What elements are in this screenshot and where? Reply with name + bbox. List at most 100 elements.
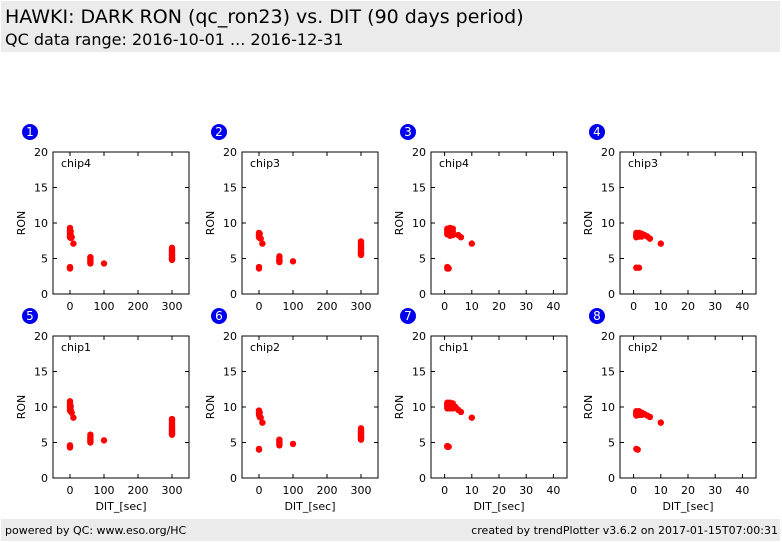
x-tick-label: 20 <box>681 484 695 497</box>
x-tick-label: 0 <box>67 484 74 497</box>
y-tick-label: 5 <box>419 437 426 450</box>
data-point <box>657 419 664 426</box>
data-point <box>259 419 266 426</box>
x-axis-label: DIT_[sec] <box>473 500 524 513</box>
plot-frame <box>52 151 190 295</box>
x-tick-label: 40 <box>735 300 749 313</box>
y-tick-label: 20 <box>34 330 48 343</box>
y-tick-label: 10 <box>34 401 48 414</box>
data-point <box>289 258 297 265</box>
x-tick-label: 0 <box>441 484 448 497</box>
data-point <box>100 437 108 444</box>
y-tick-label: 10 <box>412 217 426 230</box>
x-tick-label: 100 <box>283 300 304 313</box>
plot-frame <box>430 151 568 295</box>
y-tick-label: 20 <box>223 146 237 159</box>
data-point <box>276 258 283 266</box>
x-tick-label: 30 <box>708 300 722 313</box>
data-point <box>257 414 264 421</box>
data-point <box>68 409 75 416</box>
y-tick-label: 20 <box>601 146 615 159</box>
data-point <box>66 265 74 272</box>
chip-label: chip1 <box>439 341 469 354</box>
report-header: HAWKI: DARK RON (qc_ron23) vs. DIT (90 d… <box>1 1 780 52</box>
data-point <box>70 240 77 247</box>
footer-created-by: created by trendPlotter v3.6.2 on 2017-0… <box>471 524 778 537</box>
y-tick-label: 10 <box>223 401 237 414</box>
x-tick-label: 10 <box>654 300 668 313</box>
x-tick-label: 300 <box>162 300 183 313</box>
y-tick-label: 0 <box>41 472 48 485</box>
report-footer: powered by QC: www.eso.org/HC created by… <box>1 519 780 541</box>
x-tick-label: 0 <box>441 300 448 313</box>
x-tick-label: 30 <box>519 300 533 313</box>
chip-label: chip2 <box>628 341 658 354</box>
x-tick-label: 30 <box>708 484 722 497</box>
y-tick-label: 15 <box>223 366 237 379</box>
x-tick-label: 300 <box>351 484 372 497</box>
x-tick-label: 300 <box>351 300 372 313</box>
plot-frame <box>619 335 757 479</box>
data-point <box>168 256 176 264</box>
y-tick-label: 15 <box>412 366 426 379</box>
data-point <box>100 260 108 267</box>
data-point <box>357 251 365 259</box>
chart-badge <box>400 124 416 140</box>
chip-label: chip4 <box>439 157 469 170</box>
chart-badge-number: 1 <box>26 125 34 139</box>
chart-badge <box>400 308 416 324</box>
x-tick-label: 100 <box>94 484 115 497</box>
chart-badge <box>211 124 227 140</box>
chip-label: chip3 <box>250 157 280 170</box>
x-tick-label: 10 <box>465 484 479 497</box>
data-point <box>68 234 75 241</box>
x-tick-label: 10 <box>465 300 479 313</box>
y-axis-label: RON <box>204 211 217 236</box>
y-tick-label: 5 <box>419 253 426 266</box>
x-tick-label: 200 <box>317 300 338 313</box>
chart-badge <box>589 308 605 324</box>
data-point <box>445 443 452 450</box>
data-point <box>445 265 452 272</box>
x-tick-label: 200 <box>128 484 149 497</box>
y-tick-label: 15 <box>34 182 48 195</box>
y-tick-label: 20 <box>34 146 48 159</box>
y-tick-label: 5 <box>230 437 237 450</box>
y-axis-label: RON <box>393 211 406 236</box>
y-tick-label: 5 <box>41 253 48 266</box>
x-tick-label: 20 <box>492 484 506 497</box>
y-axis-label: RON <box>15 211 28 236</box>
y-tick-label: 5 <box>608 437 615 450</box>
data-point <box>457 234 465 241</box>
y-axis-label: RON <box>393 395 406 420</box>
chart-badge-number: 4 <box>593 125 601 139</box>
data-point <box>357 436 365 443</box>
data-point <box>255 265 263 272</box>
y-tick-label: 10 <box>412 401 426 414</box>
x-tick-label: 0 <box>67 300 74 313</box>
data-point <box>276 442 283 449</box>
data-point <box>634 446 641 453</box>
data-point <box>168 431 176 438</box>
data-point <box>66 444 74 451</box>
data-point <box>449 231 456 239</box>
report-title: HAWKI: DARK RON (qc_ron23) vs. DIT (90 d… <box>5 6 524 28</box>
x-tick-label: 100 <box>94 300 115 313</box>
y-tick-label: 10 <box>601 217 615 230</box>
y-tick-label: 15 <box>601 366 615 379</box>
data-point <box>87 439 94 446</box>
plot-frame <box>241 335 379 479</box>
x-tick-label: 0 <box>630 300 637 313</box>
y-tick-label: 0 <box>419 472 426 485</box>
y-tick-label: 10 <box>34 217 48 230</box>
x-axis-label: DIT_[sec] <box>95 500 146 513</box>
y-tick-label: 0 <box>230 472 237 485</box>
data-point <box>646 413 654 421</box>
chart-panel-8: 8 0 5 10 15 20 0 10 20 30 40 chip2 RON DIT_[sec] <box>582 308 757 513</box>
y-tick-label: 20 <box>412 330 426 343</box>
chart-badge-number: 2 <box>215 125 223 139</box>
chart-badge-number: 3 <box>404 125 412 139</box>
